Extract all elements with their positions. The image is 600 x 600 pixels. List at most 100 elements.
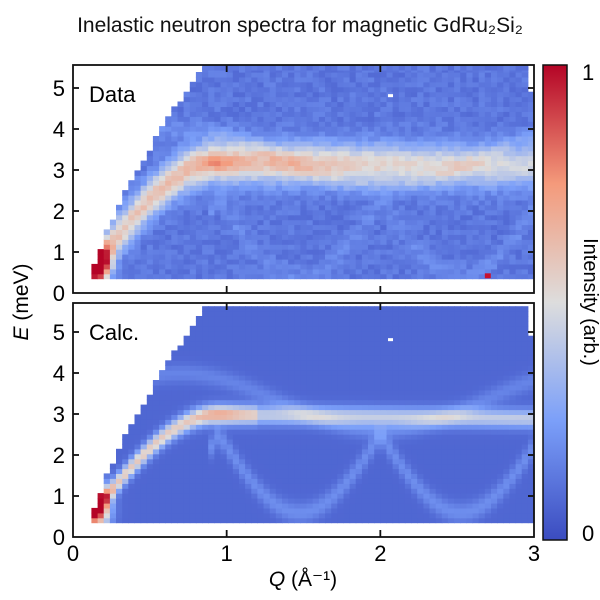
heatmap-cell [404, 409, 412, 415]
heatmap-cell [226, 463, 234, 470]
heatmap-cell [460, 409, 467, 415]
heatmap-cell [429, 463, 437, 470]
heatmap-cell [472, 160, 480, 167]
heatmap-cell [128, 180, 135, 186]
heatmap-cell [325, 498, 332, 504]
heatmap-cell [331, 190, 338, 196]
heatmap-cell [269, 419, 277, 425]
heatmap-cell [122, 453, 129, 460]
heatmap-cell [392, 121, 400, 127]
heatmap-cell [398, 165, 406, 171]
heatmap-cell [478, 244, 486, 250]
heatmap-cell [343, 165, 351, 171]
heatmap-cell [466, 365, 474, 371]
heatmap-cell [460, 512, 467, 519]
heatmap-cell [214, 419, 222, 425]
heatmap-cell [417, 493, 424, 499]
heatmap-cell [447, 424, 455, 430]
heatmap-cell [349, 190, 357, 196]
heatmap-cell [503, 76, 510, 83]
heatmap-cell [380, 453, 387, 460]
heatmap-cell [257, 229, 265, 235]
heatmap-cell [275, 254, 283, 260]
heatmap-cell [349, 375, 357, 381]
heatmap-cell [208, 517, 215, 524]
heatmap-cell [245, 126, 252, 132]
heatmap-cell [263, 195, 271, 201]
heatmap-cell [515, 239, 523, 245]
heatmap-cell [282, 389, 289, 396]
heatmap-cell [195, 254, 203, 260]
heatmap-cell [288, 185, 295, 191]
heatmap-cell [220, 136, 228, 142]
heatmap-cell [269, 384, 277, 391]
heatmap-cell [269, 463, 277, 470]
heatmap-cell [306, 165, 314, 171]
heatmap-cell [257, 389, 265, 396]
heatmap-cell [171, 219, 178, 226]
heatmap-cell [275, 434, 283, 440]
heatmap-cell [208, 214, 215, 221]
heatmap-cell [417, 458, 424, 465]
heatmap-cell [122, 268, 129, 275]
heatmap-cell [466, 375, 474, 381]
heatmap-cell [294, 101, 301, 107]
heatmap-cell [386, 81, 394, 88]
heatmap-cell [337, 468, 344, 474]
heatmap-cell [527, 175, 535, 181]
heatmap-cell [404, 259, 412, 265]
heatmap-cell [300, 81, 308, 88]
heatmap-cell [491, 145, 498, 152]
heatmap-cell [189, 453, 197, 460]
heatmap-cell [423, 483, 431, 489]
heatmap-cell [447, 170, 455, 176]
heatmap-cell [282, 76, 289, 83]
heatmap-cell [177, 136, 185, 142]
heatmap-cell [441, 370, 449, 376]
heatmap-cell [318, 160, 326, 167]
heatmap-cell [300, 239, 308, 245]
heatmap-cell [509, 259, 517, 265]
heatmap-cell [497, 384, 504, 391]
heatmap-cell [509, 512, 517, 519]
heatmap-cell [220, 96, 228, 103]
heatmap-cell [380, 170, 387, 176]
heatmap-cell [331, 394, 338, 401]
heatmap-cell [146, 199, 154, 206]
heatmap-cell [165, 224, 172, 230]
heatmap-cell [398, 259, 406, 265]
heatmap-cell [220, 214, 228, 221]
heatmap-cell [472, 473, 480, 479]
heatmap-cell [337, 219, 344, 226]
heatmap-cell [294, 185, 301, 191]
heatmap-cell [466, 259, 474, 265]
heatmap-cell [195, 244, 203, 250]
heatmap-cell [509, 478, 517, 484]
heatmap-cell [472, 224, 480, 230]
heatmap-cell [509, 517, 517, 524]
heatmap-cell [435, 263, 443, 270]
heatmap-cell [447, 409, 455, 415]
heatmap-cell [263, 263, 271, 270]
heatmap-cell [460, 380, 467, 386]
heatmap-cell [294, 443, 301, 450]
heatmap-cell [269, 439, 277, 445]
heatmap-cell [122, 512, 129, 519]
heatmap-cell [171, 126, 178, 132]
heatmap-cell [404, 458, 412, 465]
heatmap-cell [368, 101, 375, 107]
heatmap-cell [374, 72, 381, 78]
heatmap-cell [306, 170, 314, 176]
heatmap-cell [195, 404, 203, 411]
heatmap-cell [349, 160, 357, 167]
heatmap-cell [521, 429, 529, 435]
heatmap-cell [460, 399, 467, 406]
heatmap-cell [251, 170, 258, 176]
heatmap-cell [189, 219, 197, 226]
heatmap-cell [171, 229, 178, 235]
heatmap-cell [368, 199, 375, 206]
heatmap-cell [509, 190, 517, 196]
heatmap-cell [380, 404, 387, 411]
heatmap-cell [392, 209, 400, 216]
heatmap-cell [171, 424, 178, 430]
